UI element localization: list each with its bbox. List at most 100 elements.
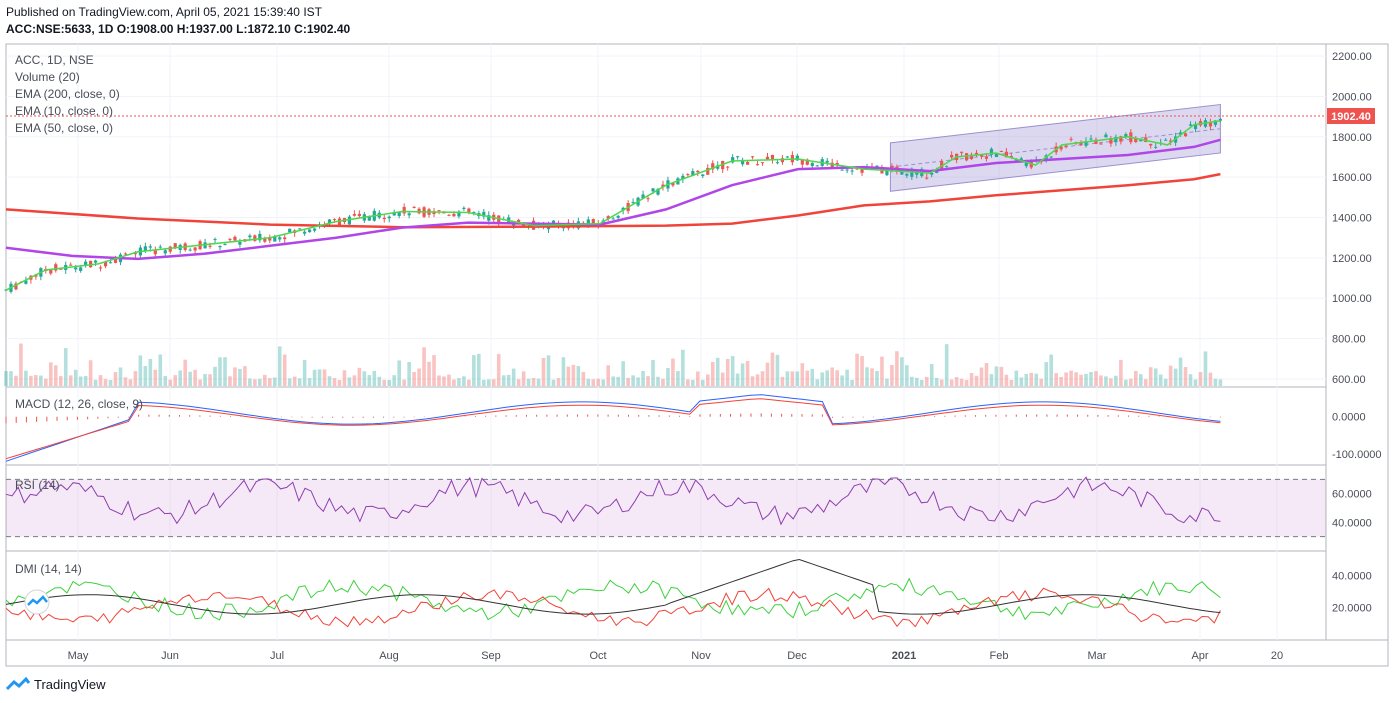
price-tick-label: 1400.00 — [1332, 213, 1372, 225]
volume-bar — [123, 377, 128, 386]
volume-bar — [516, 379, 521, 386]
candle-body — [964, 153, 969, 161]
volume-bar — [9, 371, 13, 386]
candle-body — [1064, 145, 1068, 147]
volume-bar — [934, 377, 939, 386]
volume-bar — [800, 363, 805, 386]
volume-bar — [1133, 370, 1138, 386]
volume-bar — [402, 379, 406, 386]
candle-body — [24, 280, 28, 284]
volume-bar — [427, 361, 431, 386]
candle-body — [1149, 143, 1153, 146]
volume-bar — [700, 379, 705, 386]
volume-bar — [1124, 379, 1128, 386]
candle-body — [213, 239, 217, 241]
volume-bar — [73, 369, 78, 386]
candle-body — [278, 237, 282, 240]
volume-bar — [103, 379, 108, 386]
candle-body — [74, 267, 78, 270]
volume-bar — [108, 379, 113, 386]
volume-bar — [735, 373, 740, 386]
candle-body — [1114, 136, 1118, 143]
volume-bar — [1029, 372, 1034, 386]
candle-body — [696, 170, 700, 173]
volume-bar — [755, 374, 760, 386]
candle-body — [133, 253, 138, 255]
candle-body — [1139, 139, 1143, 142]
candle-body — [621, 207, 625, 211]
candle-body — [641, 194, 645, 199]
volume-bar — [895, 351, 899, 386]
volume-bar — [825, 370, 830, 386]
candle-body — [263, 238, 267, 242]
price-tick-label: 800.00 — [1332, 334, 1366, 346]
volume-bar — [870, 368, 874, 386]
volume-bar — [576, 366, 581, 386]
volume-bar — [725, 358, 730, 386]
dmi-pane[interactable] — [5, 550, 1327, 641]
candle-body — [442, 212, 446, 214]
candle-body — [1218, 118, 1222, 121]
candle-body — [606, 216, 610, 219]
candle-body — [54, 264, 58, 271]
price-pane[interactable] — [5, 43, 1327, 388]
volume-bar — [581, 371, 586, 386]
volume-bar — [88, 360, 93, 386]
candle-body — [1119, 136, 1123, 142]
tradingview-badge-icon[interactable] — [24, 589, 50, 615]
volume-bar — [387, 379, 392, 386]
volume-bar — [501, 375, 506, 386]
volume-bar — [860, 356, 864, 386]
volume-bar — [14, 375, 18, 386]
signal-line — [5, 398, 1221, 460]
volume-bar — [297, 378, 302, 386]
volume-bar — [546, 355, 551, 386]
volume-bar — [1163, 378, 1168, 386]
candle-body — [616, 215, 620, 218]
candle-body — [79, 267, 83, 271]
volume-bar — [1049, 354, 1053, 386]
volume-bar — [337, 379, 342, 386]
volume-bar — [258, 378, 262, 386]
volume-bar — [890, 365, 894, 386]
volume-bar — [596, 378, 601, 386]
macd-tick-label: 0.0000 — [1332, 412, 1366, 424]
volume-bar — [243, 366, 247, 386]
volume-bar — [377, 376, 382, 386]
candle-body — [736, 156, 740, 158]
candle-body — [1124, 134, 1128, 138]
volume-bar — [541, 357, 546, 386]
candle-body — [950, 154, 954, 158]
candle-body — [253, 235, 257, 241]
rsi-tick-label: 40.0000 — [1332, 517, 1372, 529]
volume-bar — [616, 376, 620, 386]
volume-bar — [865, 367, 869, 386]
volume-bar — [198, 379, 202, 386]
candle-body — [1109, 138, 1113, 144]
tradingview-logo[interactable]: TradingView — [6, 676, 106, 692]
macd-pane[interactable] — [5, 386, 1327, 466]
volume-bar — [83, 376, 88, 386]
last-price-badge — [1327, 108, 1375, 124]
time-axis[interactable] — [5, 639, 1389, 667]
candle-body — [805, 159, 809, 165]
volume-bar — [118, 367, 123, 386]
ohlc-header: ACC:NSE:5633, 1D O:1908.00 H:1937.00 L:1… — [6, 22, 350, 36]
volume-bar — [1019, 377, 1024, 386]
price-tick-label: 2200.00 — [1332, 51, 1372, 63]
volume-bar — [432, 355, 436, 386]
candle-body — [308, 229, 312, 233]
candle-body — [228, 239, 232, 241]
candle-body — [1178, 132, 1183, 135]
candle-body — [407, 213, 411, 216]
dmi-tick-label: 20.0000 — [1332, 603, 1372, 615]
candle-body — [392, 211, 396, 216]
volume-bar — [322, 369, 327, 386]
volume-bar — [511, 368, 516, 386]
volume-bar — [367, 375, 372, 386]
volume-bar — [944, 344, 949, 386]
volume-bar — [302, 360, 307, 386]
volume-bar — [611, 376, 615, 386]
candle-body — [437, 210, 441, 212]
